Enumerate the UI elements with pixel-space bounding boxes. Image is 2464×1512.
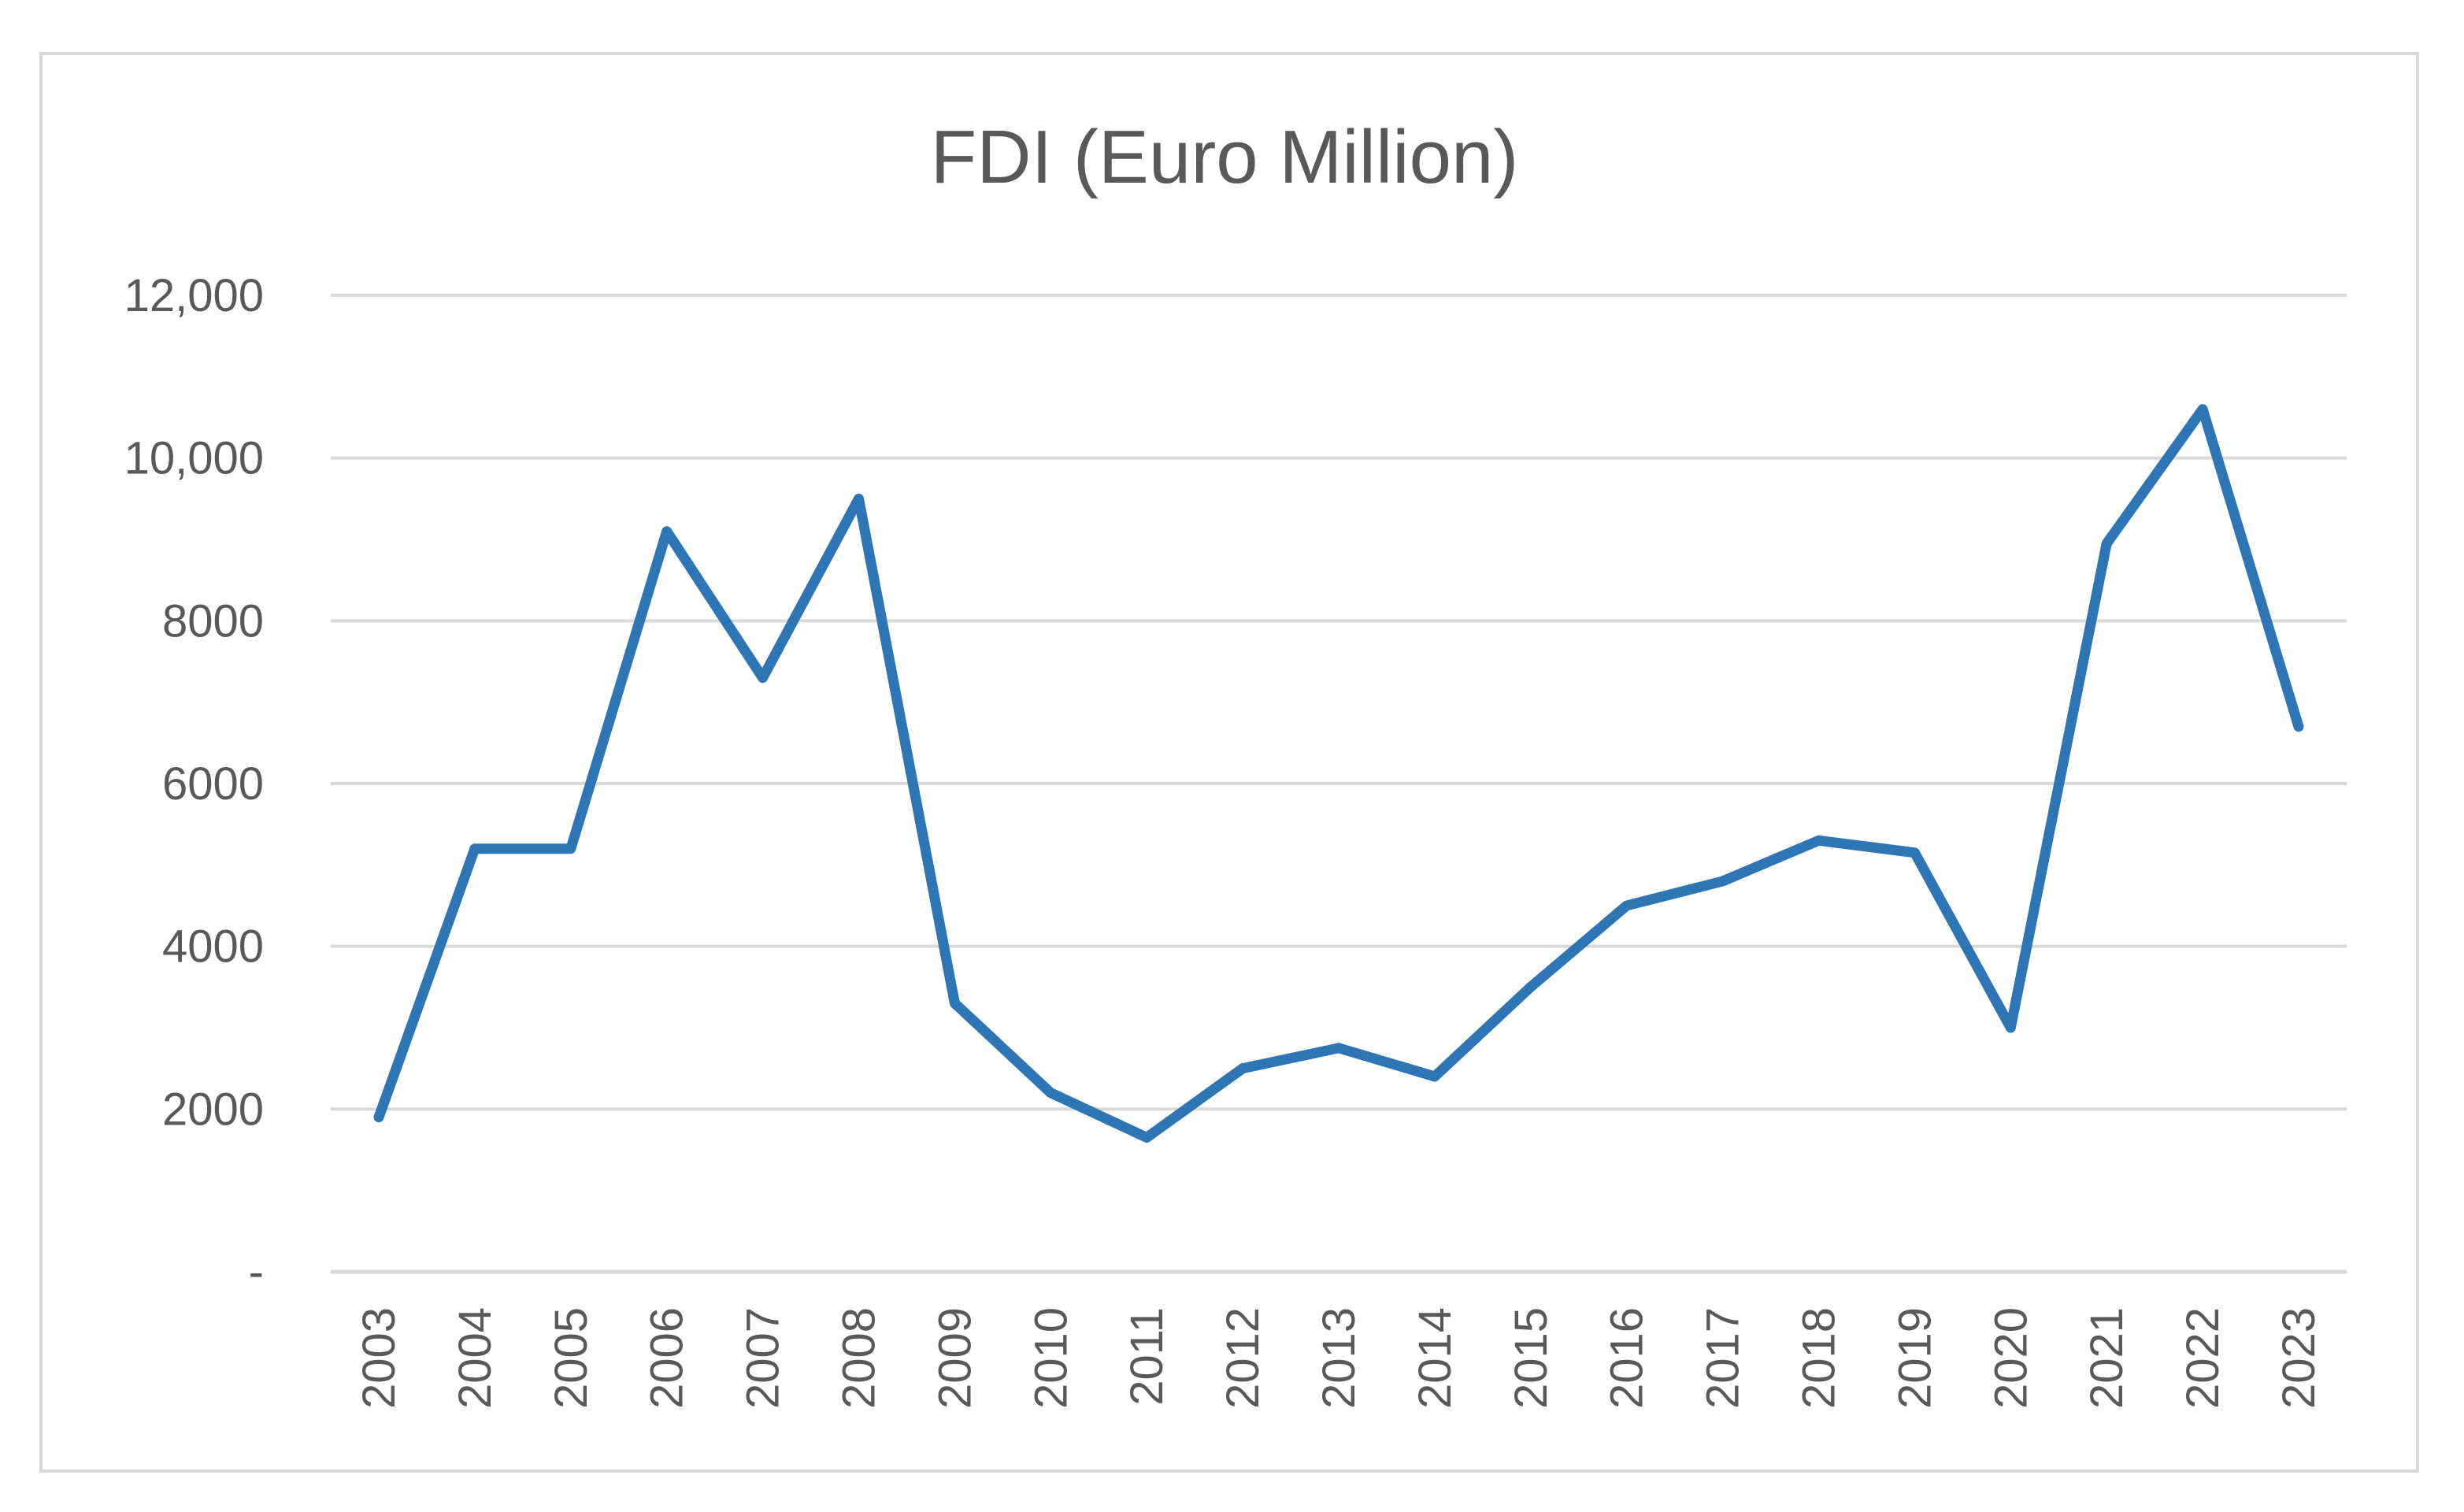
x-tick-label: 2004	[450, 1307, 501, 1409]
y-tick-label: 8000	[162, 595, 264, 647]
gridlines	[331, 294, 2347, 1274]
y-tick-label: -	[249, 1247, 264, 1298]
x-tick-label: 2022	[2177, 1307, 2229, 1409]
x-tick-label: 2007	[738, 1307, 789, 1409]
x-tick-label: 2006	[642, 1307, 693, 1409]
x-tick-label: 2013	[1314, 1307, 1365, 1409]
x-tick-label: 2020	[1985, 1307, 2036, 1409]
series-line	[373, 404, 2304, 1143]
y-tick-label: 4000	[162, 921, 264, 973]
y-tick-label: 2000	[162, 1084, 264, 1135]
x-tick-label: 2018	[1794, 1307, 1845, 1409]
chart-frame	[39, 52, 2419, 1473]
chart-title: FDI (Euro Million)	[931, 115, 1519, 199]
series-layer	[373, 404, 2304, 1143]
x-axis-ticks: 2003 2004 2005 2006 2007 2008 2009 2010 2011 2012…	[354, 1307, 2325, 1409]
x-tick-label: 2016	[1602, 1307, 1653, 1409]
x-tick-label: 2015	[1506, 1307, 1557, 1409]
x-tick-label: 2011	[1121, 1307, 1173, 1406]
y-tick-label: 6000	[162, 758, 264, 810]
x-tick-label: 2023	[2273, 1307, 2325, 1409]
x-tick-label: 2014	[1410, 1307, 1461, 1409]
x-tick-label: 2003	[354, 1307, 405, 1409]
y-tick-label: 10,000	[124, 433, 264, 484]
x-tick-label: 2005	[546, 1307, 597, 1409]
x-tick-label: 2010	[1025, 1307, 1076, 1409]
x-tick-label: 2019	[1889, 1307, 1940, 1409]
y-tick-label: 12,000	[124, 270, 264, 321]
x-tick-label: 2021	[2081, 1307, 2132, 1409]
x-tick-label: 2008	[833, 1307, 884, 1409]
x-tick-label: 2012	[1217, 1307, 1269, 1409]
y-axis-ticks: - 2000 4000 6000 8000 10,000 12,000	[124, 270, 264, 1298]
x-tick-label: 2009	[929, 1307, 980, 1409]
x-tick-label: 2017	[1698, 1307, 1749, 1409]
